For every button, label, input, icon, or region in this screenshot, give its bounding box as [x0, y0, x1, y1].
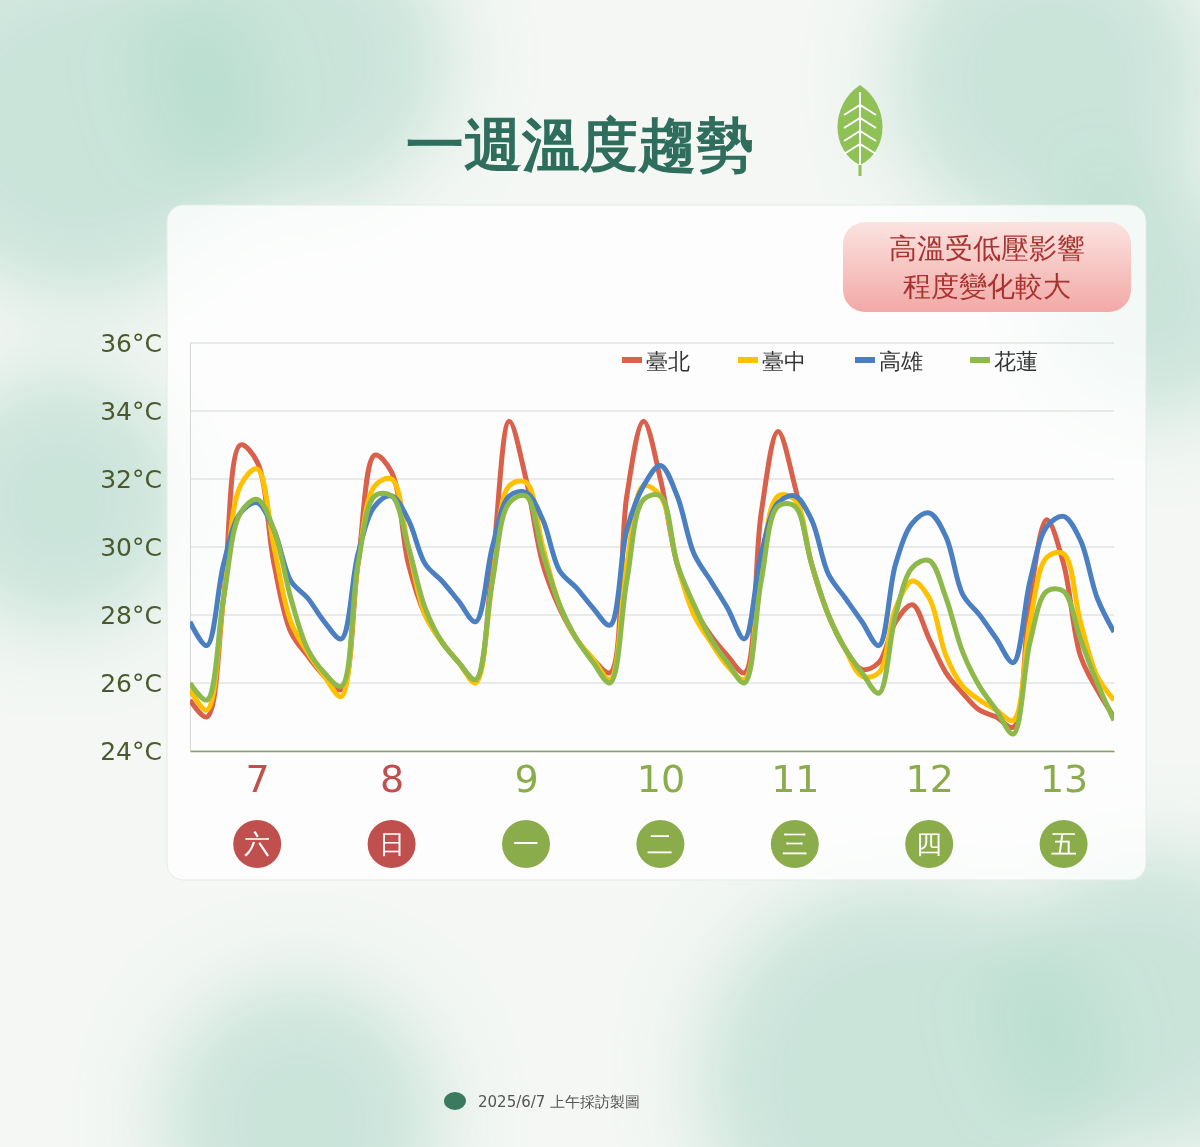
- legend-label: 花蓮: [994, 349, 1038, 374]
- weekday-label: 三: [782, 829, 808, 859]
- x-tick: 8: [380, 751, 404, 801]
- legend-swatch: [970, 357, 990, 363]
- grid: [190, 343, 1114, 751]
- footer-text: 2025/6/7 上午採訪製圖: [478, 1093, 640, 1111]
- x-tick: 9: [514, 751, 538, 801]
- legend-label: 臺北: [646, 349, 690, 374]
- x-tick-label: 10: [637, 757, 685, 801]
- weekday-badge: [368, 820, 416, 868]
- legend-swatch: [855, 357, 875, 363]
- wash-blob: [0, 370, 190, 630]
- plot-card: [167, 205, 1146, 880]
- y-tick: 24°C: [100, 737, 190, 766]
- weekday-label: 四: [916, 829, 942, 859]
- x-tick-label: 13: [1040, 757, 1088, 801]
- legend-label: 高雄: [879, 349, 923, 374]
- footer: 2025/6/7 上午採訪製圖: [444, 1092, 640, 1111]
- x-tick-label: 11: [771, 757, 819, 801]
- y-tick-label: 36°C: [100, 329, 162, 358]
- weekday-badge: [771, 820, 819, 868]
- series-group: [190, 421, 1114, 734]
- y-tick-label: 32°C: [100, 465, 162, 494]
- grid-line: [190, 411, 1114, 412]
- y-tick-label: 34°C: [100, 397, 162, 426]
- leaf-vein: [844, 105, 876, 115]
- wash-blob: [150, 0, 450, 210]
- y-tick: 32°C: [100, 465, 190, 494]
- y-tick-label: 30°C: [100, 533, 162, 562]
- x-tick: 10: [637, 751, 685, 801]
- x-axis: 7 8 9 10 11 12 13: [191, 751, 1115, 801]
- y-tick: 28°C: [100, 601, 190, 630]
- grid-line: [190, 343, 1114, 344]
- y-axis: 24°C 26°C 28°C 30°C 32°C 34°C 36°C: [100, 329, 190, 766]
- x-tick: 11: [771, 751, 819, 801]
- weekday-label: 六: [244, 829, 270, 859]
- x-tick: 7: [246, 751, 270, 801]
- series-line: [190, 493, 1114, 734]
- annotation: 程度變化較大: [903, 270, 1071, 303]
- weekday-label: 二: [647, 829, 673, 859]
- x-tick-label: 9: [514, 757, 538, 801]
- wash-blob: [1000, 850, 1200, 1147]
- x-axis-line: [191, 751, 1115, 753]
- legend: 臺北 臺中 高雄 花蓮: [622, 349, 1038, 374]
- y-tick: 30°C: [100, 533, 190, 562]
- y-tick-label: 24°C: [100, 737, 162, 766]
- y-tick: 36°C: [100, 329, 190, 358]
- leaf-stem: [859, 165, 862, 176]
- y-tick: 26°C: [100, 669, 190, 698]
- grid-line: [190, 615, 1114, 616]
- leaf-vein: [844, 131, 876, 141]
- weekday-badge: [1040, 820, 1088, 868]
- x-tick: 12: [906, 751, 954, 801]
- wash-blob: [160, 980, 440, 1147]
- weekday-badge: [636, 820, 684, 868]
- x-tick-label: 7: [246, 757, 270, 801]
- footer-logo: [444, 1092, 466, 1110]
- leaf-vein: [844, 144, 876, 154]
- background-wash: [0, 0, 1200, 1147]
- grid-line: [190, 479, 1114, 480]
- grid-line: [190, 751, 1114, 752]
- x-tick-label: 12: [906, 757, 954, 801]
- y-tick-label: 26°C: [100, 669, 162, 698]
- y-tick: 34°C: [100, 397, 190, 426]
- x-tick: 13: [1040, 751, 1088, 801]
- legend-swatch: [622, 357, 642, 363]
- grid-line: [190, 547, 1114, 548]
- leaf-vein: [844, 118, 876, 128]
- weekday-badge: [502, 820, 550, 868]
- chart-root: 一週溫度趨勢高溫受低壓影響程度變化較大 24°C 26°C 28°C 30°C 32°C 3…: [0, 0, 1200, 1147]
- weekday-label: 一: [513, 829, 539, 859]
- leaf-icon: [838, 85, 883, 176]
- weekday-badge: [233, 820, 281, 868]
- legend-label: 臺中: [762, 349, 806, 374]
- weekday-badges: 六日一二三四五: [233, 820, 1087, 868]
- y-tick-label: 28°C: [100, 601, 162, 630]
- annotation-box: [843, 222, 1131, 312]
- weekday-badge: [905, 820, 953, 868]
- title: 一週溫度趨勢: [406, 111, 754, 179]
- x-tick-label: 8: [380, 757, 404, 801]
- weekday-label: 日: [379, 829, 405, 859]
- annotation: 高溫受低壓影響: [889, 232, 1085, 265]
- weekday-label: 五: [1051, 829, 1077, 859]
- legend-swatch: [738, 357, 758, 363]
